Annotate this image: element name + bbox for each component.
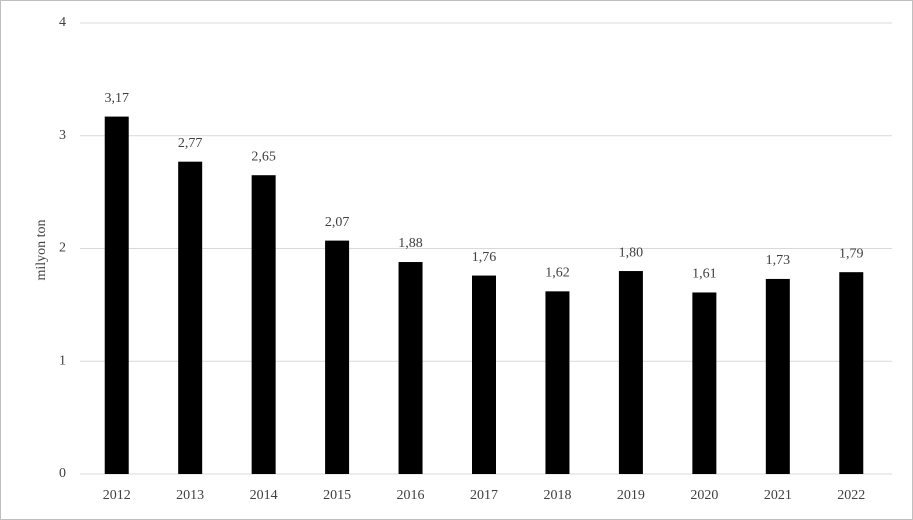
y-tick-label: 2 <box>59 241 66 256</box>
value-label: 2,07 <box>325 215 350 230</box>
value-label: 2,77 <box>178 136 203 151</box>
value-label: 3,17 <box>104 91 129 106</box>
bar <box>692 292 717 474</box>
x-tick-label: 2012 <box>103 488 131 503</box>
value-label: 2,65 <box>251 149 276 164</box>
value-label: 1,62 <box>545 266 570 281</box>
y-tick-label: 3 <box>59 128 66 143</box>
value-label: 1,80 <box>619 245 644 260</box>
bar <box>104 116 129 475</box>
x-tick-label: 2015 <box>323 488 351 503</box>
x-tick-label: 2018 <box>543 488 571 503</box>
y-tick-label: 1 <box>59 353 66 368</box>
bar <box>839 272 864 474</box>
value-label: 1,61 <box>692 267 717 282</box>
x-tick-label: 2022 <box>837 488 865 503</box>
bar <box>398 262 423 474</box>
x-tick-label: 2021 <box>764 488 792 503</box>
y-tick-label: 0 <box>59 466 66 481</box>
x-tick-label: 2016 <box>397 488 425 503</box>
y-axis-label: milyon ton <box>34 219 49 280</box>
y-tick-label: 4 <box>59 15 66 30</box>
x-tick-label: 2020 <box>690 488 718 503</box>
bar <box>765 278 790 474</box>
value-label: 1,79 <box>839 246 864 261</box>
x-tick-label: 2017 <box>470 488 498 503</box>
value-label: 1,76 <box>472 250 497 265</box>
x-tick-label: 2019 <box>617 488 645 503</box>
x-tick-label: 2013 <box>176 488 204 503</box>
bar <box>251 175 276 474</box>
bar <box>545 291 570 474</box>
bar <box>325 240 350 474</box>
value-label: 1,88 <box>398 236 423 251</box>
x-tick-label: 2014 <box>250 488 278 503</box>
bar <box>178 161 203 474</box>
value-label: 1,73 <box>766 253 791 268</box>
bar <box>618 271 643 474</box>
bar <box>472 275 496 474</box>
